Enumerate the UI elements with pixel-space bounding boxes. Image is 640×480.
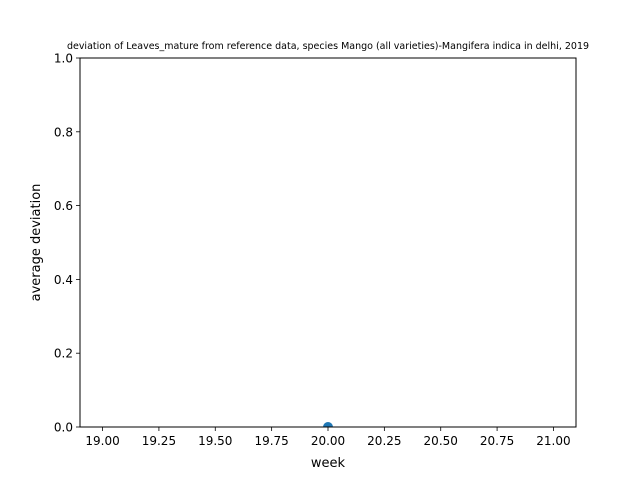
axes-frame [79,57,577,428]
y-tick-label: 0.8 [54,125,73,139]
x-tick-label: 19.50 [198,434,232,448]
y-axis-ticks: 0.0 0.2 0.4 0.6 0.8 1.0 [54,52,80,435]
y-tick-label: 1.0 [54,52,73,66]
x-tick-label: 20.50 [424,434,458,448]
x-tick-label: 20.25 [367,434,401,448]
x-tick-label: 19.75 [254,434,288,448]
y-tick-label: 0.4 [54,273,73,287]
x-axis-label: week [311,456,346,471]
data-points [323,422,333,427]
y-tick-label: 0.2 [54,347,73,361]
x-tick-label: 20.75 [480,434,514,448]
plot-area [323,422,333,427]
x-tick-label: 19.25 [142,434,176,448]
y-tick-label: 0.0 [54,421,73,435]
x-tick-label: 19.00 [85,434,119,448]
data-point [323,422,333,427]
chart-title: deviation of Leaves_mature from referenc… [67,41,589,52]
x-tick-label: 21.00 [536,434,570,448]
x-tick-label: 20.00 [311,434,345,448]
y-axis-label: average deviation [29,184,44,302]
x-axis-ticks: 19.00 19.25 19.50 19.75 20.00 20.25 20.50 20.75… [85,427,571,448]
y-tick-label: 0.6 [54,199,73,213]
